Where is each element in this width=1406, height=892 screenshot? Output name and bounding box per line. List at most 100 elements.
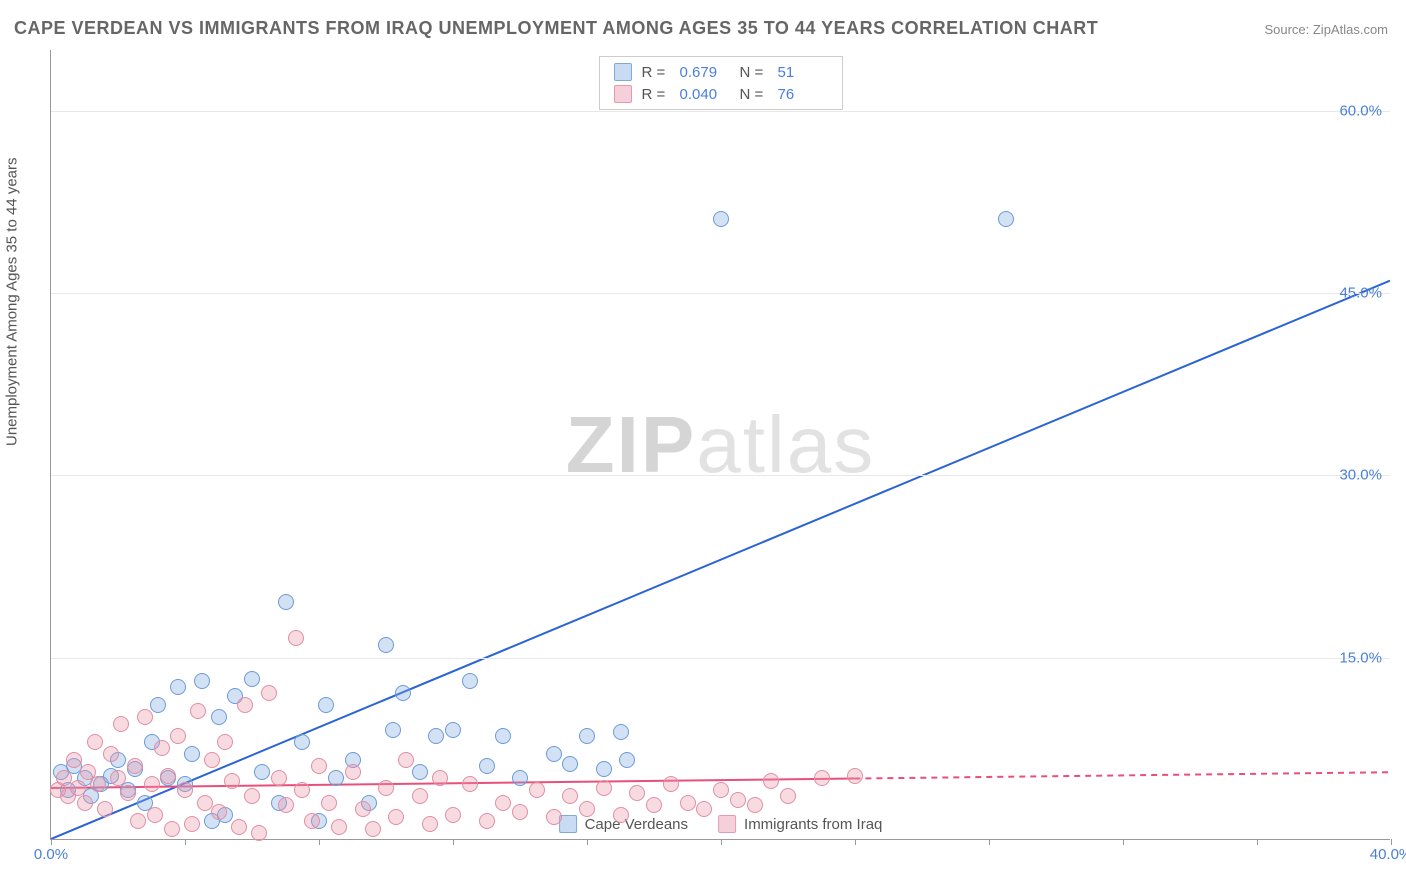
- chart-title: CAPE VERDEAN VS IMMIGRANTS FROM IRAQ UNE…: [14, 18, 1098, 39]
- data-point: [462, 673, 478, 689]
- data-point: [398, 752, 414, 768]
- data-point: [294, 734, 310, 750]
- data-point: [847, 768, 863, 784]
- data-point: [613, 807, 629, 823]
- data-point: [562, 788, 578, 804]
- chart-container: CAPE VERDEAN VS IMMIGRANTS FROM IRAQ UNE…: [0, 0, 1406, 892]
- data-point: [713, 782, 729, 798]
- data-point: [596, 780, 612, 796]
- watermark: ZIPatlas: [566, 399, 875, 491]
- x-tick-mark: [1123, 839, 1124, 845]
- data-point: [747, 797, 763, 813]
- data-point: [278, 797, 294, 813]
- stat-r-value: 0.040: [680, 86, 730, 103]
- data-point: [244, 671, 260, 687]
- data-point: [130, 813, 146, 829]
- y-tick-label: 15.0%: [1339, 649, 1382, 666]
- data-point: [90, 776, 106, 792]
- x-tick-mark: [989, 839, 990, 845]
- source-label: Source: ZipAtlas.com: [1264, 22, 1388, 37]
- data-point: [311, 758, 327, 774]
- gridline: [51, 293, 1390, 294]
- data-point: [629, 785, 645, 801]
- x-tick-mark: [51, 839, 52, 845]
- data-point: [495, 728, 511, 744]
- data-point: [428, 728, 444, 744]
- data-point: [495, 795, 511, 811]
- data-point: [512, 804, 528, 820]
- gridline: [51, 111, 1390, 112]
- data-point: [562, 756, 578, 772]
- stat-row: R =0.040N =76: [600, 83, 842, 105]
- data-point: [77, 795, 93, 811]
- x-tick-mark: [587, 839, 588, 845]
- data-point: [385, 722, 401, 738]
- data-point: [378, 637, 394, 653]
- data-point: [619, 752, 635, 768]
- data-point: [144, 776, 160, 792]
- legend-label: Cape Verdeans: [585, 816, 688, 833]
- x-tick-mark: [1257, 839, 1258, 845]
- data-point: [713, 211, 729, 227]
- gridline: [51, 658, 1390, 659]
- data-point: [194, 673, 210, 689]
- data-point: [110, 770, 126, 786]
- x-tick-mark: [1391, 839, 1392, 845]
- data-point: [412, 764, 428, 780]
- data-point: [231, 819, 247, 835]
- correlation-stats-box: R =0.679N =51R =0.040N =76: [599, 56, 843, 110]
- gridline: [51, 475, 1390, 476]
- trend-lines-svg: [51, 50, 1390, 839]
- data-point: [288, 630, 304, 646]
- data-point: [103, 746, 119, 762]
- data-point: [355, 801, 371, 817]
- data-point: [395, 685, 411, 701]
- data-point: [217, 734, 233, 750]
- data-point: [680, 795, 696, 811]
- data-point: [479, 758, 495, 774]
- data-point: [388, 809, 404, 825]
- data-point: [278, 594, 294, 610]
- legend-label: Immigrants from Iraq: [744, 816, 882, 833]
- data-point: [365, 821, 381, 837]
- data-point: [331, 819, 347, 835]
- x-tick-mark: [319, 839, 320, 845]
- stat-n-value: 76: [778, 86, 828, 103]
- data-point: [730, 792, 746, 808]
- stat-n-label: N =: [740, 86, 768, 103]
- data-point: [224, 773, 240, 789]
- data-point: [170, 679, 186, 695]
- data-point: [462, 776, 478, 792]
- stat-r-value: 0.679: [680, 64, 730, 81]
- data-point: [579, 801, 595, 817]
- data-point: [445, 807, 461, 823]
- data-point: [445, 722, 461, 738]
- y-tick-label: 60.0%: [1339, 102, 1382, 119]
- x-tick-label: 40.0%: [1370, 846, 1406, 863]
- data-point: [378, 780, 394, 796]
- data-point: [127, 758, 143, 774]
- data-point: [177, 782, 193, 798]
- stat-n-value: 51: [778, 64, 828, 81]
- data-point: [211, 804, 227, 820]
- data-point: [318, 697, 334, 713]
- data-point: [763, 773, 779, 789]
- y-tick-label: 45.0%: [1339, 285, 1382, 302]
- data-point: [120, 785, 136, 801]
- data-point: [512, 770, 528, 786]
- data-point: [998, 211, 1014, 227]
- data-point: [432, 770, 448, 786]
- data-point: [204, 752, 220, 768]
- stat-n-label: N =: [740, 64, 768, 81]
- data-point: [529, 782, 545, 798]
- data-point: [137, 709, 153, 725]
- stat-r-label: R =: [642, 64, 670, 81]
- x-tick-mark: [185, 839, 186, 845]
- data-point: [113, 716, 129, 732]
- x-tick-mark: [721, 839, 722, 845]
- data-point: [251, 825, 267, 841]
- data-point: [412, 788, 428, 804]
- y-axis-label: Unemployment Among Ages 35 to 44 years: [4, 157, 21, 446]
- plot-area: ZIPatlas R =0.679N =51R =0.040N =76 Cape…: [50, 50, 1390, 840]
- data-point: [261, 685, 277, 701]
